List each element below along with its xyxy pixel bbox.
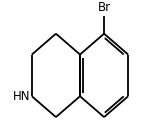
Text: Br: Br [97,1,111,14]
Text: HN: HN [13,90,30,103]
